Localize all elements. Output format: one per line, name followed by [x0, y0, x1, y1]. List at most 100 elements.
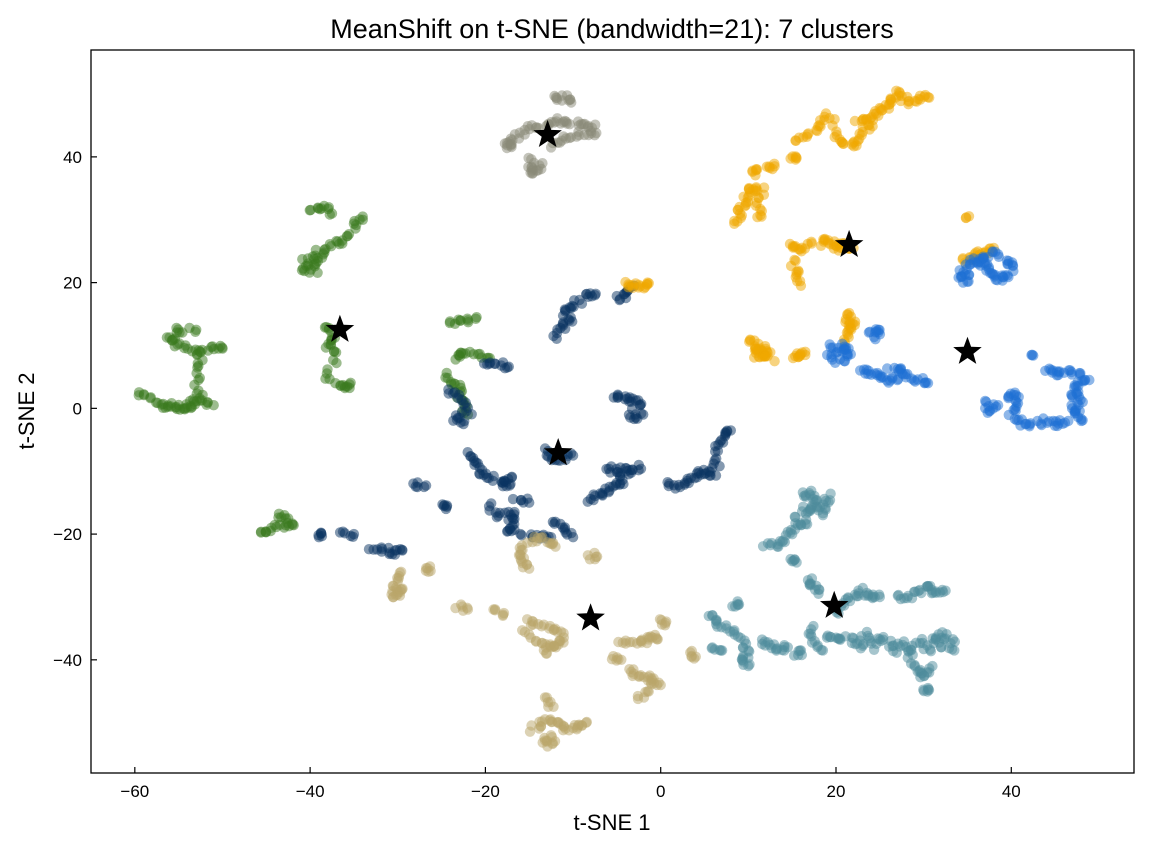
- data-point: [913, 585, 924, 597]
- data-point: [690, 651, 701, 662]
- data-point: [635, 670, 646, 681]
- data-point: [800, 346, 811, 357]
- data-point: [392, 576, 403, 587]
- data-point: [782, 642, 793, 653]
- data-point: [633, 459, 644, 471]
- cluster-center-7-star-icon: [576, 603, 605, 631]
- cluster-2-points: [313, 280, 736, 560]
- data-point: [627, 636, 639, 648]
- data-point: [769, 356, 780, 367]
- data-point: [642, 686, 653, 697]
- cluster-5-points: [822, 246, 1095, 432]
- data-point: [471, 312, 482, 323]
- data-point: [581, 717, 592, 728]
- data-point: [283, 513, 294, 524]
- data-point: [318, 249, 329, 260]
- data-point: [877, 634, 889, 645]
- data-point: [743, 660, 754, 672]
- data-point: [191, 324, 202, 335]
- data-point: [769, 161, 780, 172]
- x-tick-label: −60: [120, 782, 149, 801]
- data-point: [620, 462, 631, 474]
- data-point: [423, 566, 434, 577]
- data-point: [922, 92, 934, 103]
- x-axis-ticks: −60 −40 −20 0 20 40: [120, 767, 1021, 801]
- data-point: [502, 362, 513, 373]
- data-point: [822, 349, 833, 361]
- data-point: [721, 623, 732, 634]
- data-point: [922, 378, 934, 389]
- data-point: [545, 642, 557, 653]
- data-point: [1024, 421, 1035, 432]
- data-point: [515, 528, 526, 540]
- y-tick-label: 40: [63, 148, 82, 167]
- data-point: [1027, 349, 1038, 360]
- data-point: [725, 425, 736, 436]
- data-point: [616, 654, 627, 665]
- data-point: [208, 400, 219, 411]
- data-point: [642, 277, 653, 288]
- data-point: [458, 418, 469, 430]
- cluster-7-points: [386, 531, 701, 752]
- cluster-center-4-star-icon: [953, 336, 982, 364]
- data-point: [171, 401, 182, 413]
- x-axis-label: t-SNE 1: [573, 810, 650, 835]
- cluster-center-1-star-icon: [533, 119, 562, 147]
- data-point: [507, 493, 519, 505]
- data-point: [368, 544, 379, 555]
- data-point: [638, 409, 649, 420]
- data-point: [506, 472, 517, 483]
- data-point: [635, 399, 646, 411]
- data-point: [344, 379, 355, 390]
- data-point: [564, 119, 575, 130]
- data-point: [1063, 415, 1074, 427]
- data-point: [589, 290, 601, 301]
- data-point: [589, 554, 601, 565]
- x-tick-label: −40: [296, 782, 325, 801]
- cluster-1-points: [133, 200, 495, 538]
- data-point: [1076, 415, 1087, 427]
- data-point: [462, 313, 473, 324]
- data-point: [440, 503, 452, 515]
- data-point: [655, 679, 666, 691]
- cluster-center-5-star-icon: [543, 438, 573, 466]
- data-point: [326, 208, 338, 219]
- x-tick-label: 40: [1002, 782, 1021, 801]
- data-point: [506, 139, 517, 150]
- data-point: [550, 541, 561, 552]
- cluster-6-points: [703, 485, 960, 697]
- data-point: [813, 588, 824, 599]
- data-point: [396, 544, 408, 555]
- data-point: [806, 238, 817, 249]
- x-tick-label: 20: [827, 782, 846, 801]
- data-point: [388, 591, 399, 603]
- cluster-4-points: [620, 85, 999, 367]
- data-point: [348, 528, 360, 540]
- data-point: [730, 601, 741, 612]
- data-point: [791, 557, 802, 568]
- plot-frame: [90, 49, 1135, 774]
- data-point: [563, 95, 574, 106]
- data-point: [922, 682, 934, 694]
- cluster-center-3-star-icon: [325, 314, 355, 342]
- data-point: [992, 249, 1004, 260]
- scatter-points: [133, 85, 1095, 752]
- data-point: [265, 525, 276, 537]
- data-point: [313, 532, 325, 543]
- data-point: [537, 158, 548, 169]
- data-point: [331, 357, 342, 369]
- data-point: [304, 205, 315, 216]
- data-point: [957, 277, 969, 288]
- cluster-center-6-star-icon: [820, 590, 849, 618]
- data-point: [992, 400, 1004, 411]
- data-point: [651, 632, 662, 643]
- x-tick-label: 0: [656, 782, 665, 801]
- data-point: [927, 660, 938, 672]
- chart-title: MeanShift on t-SNE (bandwidth=21): 7 clu…: [330, 14, 894, 44]
- data-point: [328, 346, 340, 357]
- y-tick-label: −20: [53, 525, 82, 544]
- data-point: [545, 730, 557, 741]
- data-point: [537, 637, 548, 649]
- data-point: [940, 585, 951, 596]
- data-point: [861, 114, 872, 125]
